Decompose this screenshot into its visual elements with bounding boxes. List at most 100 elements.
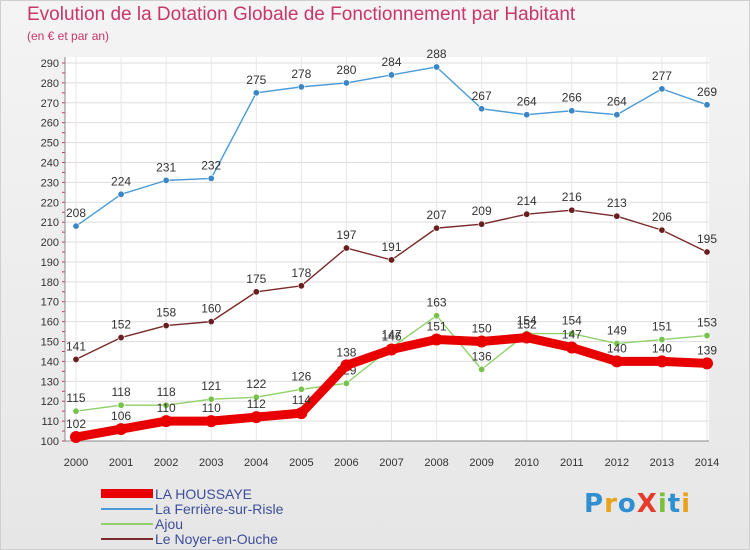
data-point (162, 401, 170, 409)
data-label: 152 (111, 318, 131, 332)
data-point (297, 83, 305, 91)
data-label: 160 (201, 302, 221, 316)
data-point (478, 365, 486, 373)
data-label: 140 (607, 341, 627, 355)
data-point (340, 359, 353, 372)
logo-letter: i (681, 489, 692, 519)
data-point (207, 395, 215, 403)
data-point (117, 401, 125, 409)
x-tick-label: 2002 (154, 457, 178, 469)
data-label: 110 (157, 401, 176, 415)
data-label: 154 (517, 314, 537, 328)
data-label: 122 (246, 377, 266, 391)
x-tick-label: 2012 (605, 457, 629, 469)
data-point (613, 212, 621, 220)
data-label: 163 (427, 296, 447, 310)
y-tick-label: 170 (41, 297, 59, 309)
data-label: 224 (111, 174, 131, 188)
x-tick-label: 2006 (334, 457, 358, 469)
data-point (387, 71, 395, 79)
data-point (252, 393, 260, 401)
data-label: 280 (336, 63, 356, 77)
logo-letter: r (604, 489, 618, 519)
data-label: 152 (517, 318, 537, 332)
y-tick-label: 180 (41, 277, 59, 289)
data-label: 207 (427, 208, 447, 222)
data-label: 147 (562, 327, 582, 341)
data-label: 209 (472, 204, 492, 218)
data-label: 178 (291, 266, 311, 280)
y-tick-label: 220 (41, 197, 59, 209)
y-tick-label: 250 (41, 138, 59, 150)
y-tick-label: 290 (41, 58, 59, 70)
data-point (433, 224, 441, 232)
data-label: 288 (427, 47, 447, 61)
data-label: 138 (336, 345, 356, 359)
data-label: 102 (66, 417, 86, 431)
legend-swatch (101, 489, 153, 498)
data-point (433, 312, 441, 320)
data-point (430, 333, 443, 346)
legend-swatch (101, 522, 153, 525)
data-label: 206 (652, 210, 672, 224)
data-point (613, 340, 621, 348)
data-label: 151 (652, 320, 672, 334)
data-point (478, 105, 486, 113)
data-label: 214 (517, 194, 537, 208)
data-label: 153 (697, 316, 717, 330)
x-tick-label: 2011 (560, 457, 584, 469)
y-tick-label: 130 (41, 376, 59, 388)
data-label: 275 (246, 73, 266, 87)
y-tick-label: 160 (41, 317, 59, 329)
x-tick-label: 2004 (244, 457, 268, 469)
data-label: 112 (247, 397, 266, 411)
chart-subtitle: (en € et par an) (27, 29, 110, 43)
x-tick-label: 2000 (64, 457, 88, 469)
legend-item: La Ferrière-sur-Risle (101, 501, 283, 517)
data-point (117, 334, 125, 342)
data-point (387, 256, 395, 264)
y-tick-label: 120 (41, 396, 59, 408)
x-tick-label: 2009 (469, 457, 493, 469)
data-point (342, 244, 350, 252)
data-point (701, 357, 713, 370)
data-label: 139 (697, 343, 717, 357)
logo-letter: P (584, 489, 605, 519)
x-tick-label: 2014 (695, 457, 719, 469)
data-label: 264 (517, 95, 537, 109)
data-label: 126 (291, 369, 311, 383)
data-label: 110 (202, 401, 221, 415)
data-point (565, 341, 578, 354)
y-tick-label: 260 (41, 118, 59, 130)
data-label: 175 (246, 272, 266, 286)
x-tick-label: 2013 (650, 457, 674, 469)
data-point (613, 111, 621, 119)
plot-area (65, 57, 709, 441)
data-label: 278 (291, 67, 311, 81)
data-point (205, 415, 218, 428)
data-label: 136 (472, 349, 492, 363)
data-point (385, 343, 398, 356)
legend-item: LA HOUSSAYE (101, 486, 283, 502)
y-tick-label: 200 (41, 237, 59, 249)
x-tick-label: 2008 (424, 457, 448, 469)
data-label: 197 (336, 228, 356, 242)
data-point (207, 174, 215, 182)
data-point (117, 190, 125, 198)
y-tick-label: 190 (41, 257, 59, 269)
data-point (658, 336, 666, 344)
logo-letter: X (636, 489, 658, 519)
data-point (162, 176, 170, 184)
data-label: 267 (472, 89, 492, 103)
data-point (297, 385, 305, 393)
data-point (342, 379, 350, 387)
data-label: 106 (111, 409, 131, 423)
data-point (523, 210, 531, 218)
chart-title: Evolution de la Dotation Globale de Fonc… (27, 4, 576, 25)
y-tick-label: 240 (41, 157, 59, 169)
data-point (72, 222, 80, 230)
x-tick-label: 2005 (289, 457, 313, 469)
data-label: 191 (381, 240, 401, 254)
data-point (342, 79, 350, 87)
